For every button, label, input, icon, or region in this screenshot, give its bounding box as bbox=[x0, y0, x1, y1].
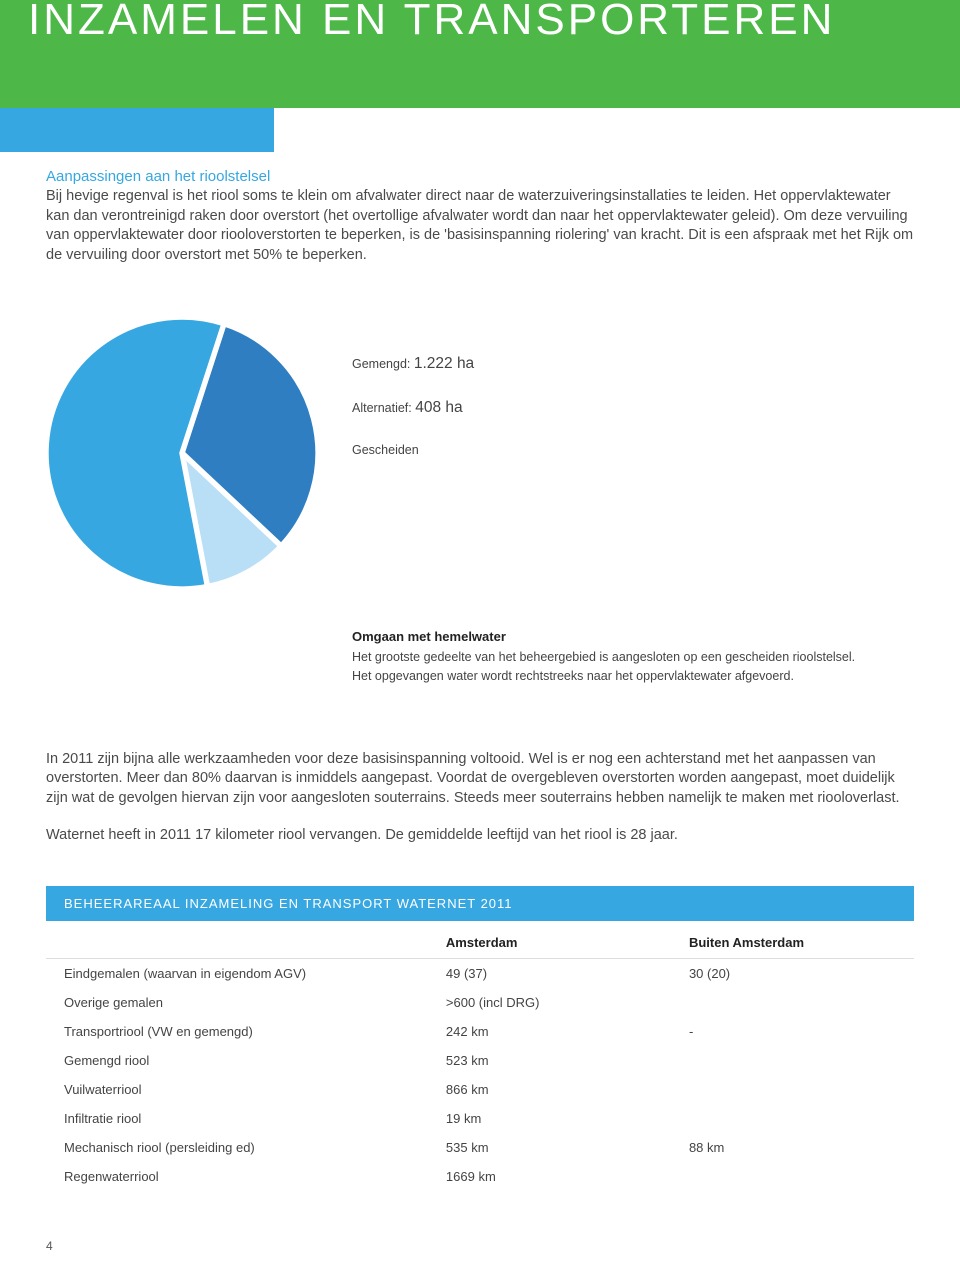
table-cell: - bbox=[671, 1017, 914, 1046]
table-title: BEHEERAREAAL INZAMELING EN TRANSPORT WAT… bbox=[46, 886, 914, 921]
table-cell: Infiltratie riool bbox=[46, 1104, 428, 1133]
table-cell: >600 (incl DRG) bbox=[428, 988, 671, 1017]
table-cell: Regenwaterriool bbox=[46, 1162, 428, 1191]
table-row: Mechanisch riool (persleiding ed)535 km8… bbox=[46, 1133, 914, 1162]
page-title: INZAMELEN EN TRANSPORTEREN bbox=[28, 0, 835, 42]
table-cell bbox=[671, 988, 914, 1017]
page-number: 4 bbox=[0, 1239, 960, 1273]
table-col-header: Amsterdam bbox=[428, 921, 671, 959]
accent-block bbox=[0, 108, 274, 152]
table-cell bbox=[671, 1104, 914, 1133]
table-cell: Eindgemalen (waarvan in eigendom AGV) bbox=[46, 959, 428, 989]
pie-chart bbox=[46, 317, 318, 589]
table-cell bbox=[671, 1046, 914, 1075]
pie-legend: Gemengd: 1.222 ha Alternatief: 408 ha Gesc… bbox=[352, 317, 474, 483]
table-cell: 19 km bbox=[428, 1104, 671, 1133]
table-row: Overige gemalen>600 (incl DRG) bbox=[46, 988, 914, 1017]
pie-label: Gescheiden bbox=[352, 443, 474, 457]
table-row: Regenwaterriool1669 km bbox=[46, 1162, 914, 1191]
pie-label: Gemengd: 1.222 ha bbox=[352, 355, 474, 373]
hemelwater-line-1: Het grootste gedeelte van het beheergebi… bbox=[352, 648, 914, 667]
table-cell: Overige gemalen bbox=[46, 988, 428, 1017]
data-table: AmsterdamBuiten Amsterdam Eindgemalen (w… bbox=[46, 921, 914, 1191]
table-row: Eindgemalen (waarvan in eigendom AGV)49 … bbox=[46, 959, 914, 989]
table-cell bbox=[671, 1075, 914, 1104]
pie-label: Alternatief: 408 ha bbox=[352, 399, 474, 417]
table-cell: 523 km bbox=[428, 1046, 671, 1075]
table-header-row: AmsterdamBuiten Amsterdam bbox=[46, 921, 914, 959]
table-row: Infiltratie riool19 km bbox=[46, 1104, 914, 1133]
table-cell bbox=[671, 1162, 914, 1191]
table-cell: Mechanisch riool (persleiding ed) bbox=[46, 1133, 428, 1162]
table-cell: 49 (37) bbox=[428, 959, 671, 989]
table-cell: 88 km bbox=[671, 1133, 914, 1162]
table-row: Transportriool (VW en gemengd)242 km- bbox=[46, 1017, 914, 1046]
section-subhead: Aanpassingen aan het rioolstelsel bbox=[46, 168, 914, 185]
table-cell: 242 km bbox=[428, 1017, 671, 1046]
paragraph-3: Waternet heeft in 2011 17 kilometer rioo… bbox=[46, 826, 914, 846]
table-col-header: Buiten Amsterdam bbox=[671, 921, 914, 959]
paragraph-2: In 2011 zijn bijna alle werkzaamheden vo… bbox=[46, 750, 914, 809]
header-band: INZAMELEN EN TRANSPORTEREN bbox=[0, 0, 960, 108]
hemelwater-block: Omgaan met hemelwater Het grootste gedee… bbox=[352, 629, 914, 686]
hemelwater-line-2: Het opgevangen water wordt rechtstreeks … bbox=[352, 667, 914, 686]
table-row: Vuilwaterriool866 km bbox=[46, 1075, 914, 1104]
pie-chart-row: Gemengd: 1.222 ha Alternatief: 408 ha Gesc… bbox=[46, 317, 914, 589]
hemelwater-title: Omgaan met hemelwater bbox=[352, 629, 914, 644]
table-col-header bbox=[46, 921, 428, 959]
table-cell: Gemengd riool bbox=[46, 1046, 428, 1075]
table-cell: Transportriool (VW en gemengd) bbox=[46, 1017, 428, 1046]
table-cell: 30 (20) bbox=[671, 959, 914, 989]
table-cell: 1669 km bbox=[428, 1162, 671, 1191]
table-cell: 866 km bbox=[428, 1075, 671, 1104]
data-table-wrap: BEHEERAREAAL INZAMELING EN TRANSPORT WAT… bbox=[46, 886, 914, 1191]
section-body: Bij hevige regenval is het riool soms te… bbox=[46, 187, 914, 265]
table-cell: Vuilwaterriool bbox=[46, 1075, 428, 1104]
table-row: Gemengd riool523 km bbox=[46, 1046, 914, 1075]
table-cell: 535 km bbox=[428, 1133, 671, 1162]
